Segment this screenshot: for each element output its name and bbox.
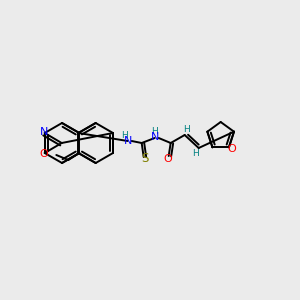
Text: N: N (124, 136, 132, 146)
Text: H: H (183, 125, 190, 134)
Text: O: O (163, 154, 172, 164)
Text: N: N (40, 127, 48, 137)
Text: O: O (39, 149, 48, 159)
Text: H: H (151, 128, 158, 136)
Text: N: N (151, 132, 159, 142)
Text: S: S (141, 152, 148, 166)
Text: H: H (121, 131, 128, 140)
Text: H: H (192, 148, 199, 158)
Text: O: O (227, 144, 236, 154)
